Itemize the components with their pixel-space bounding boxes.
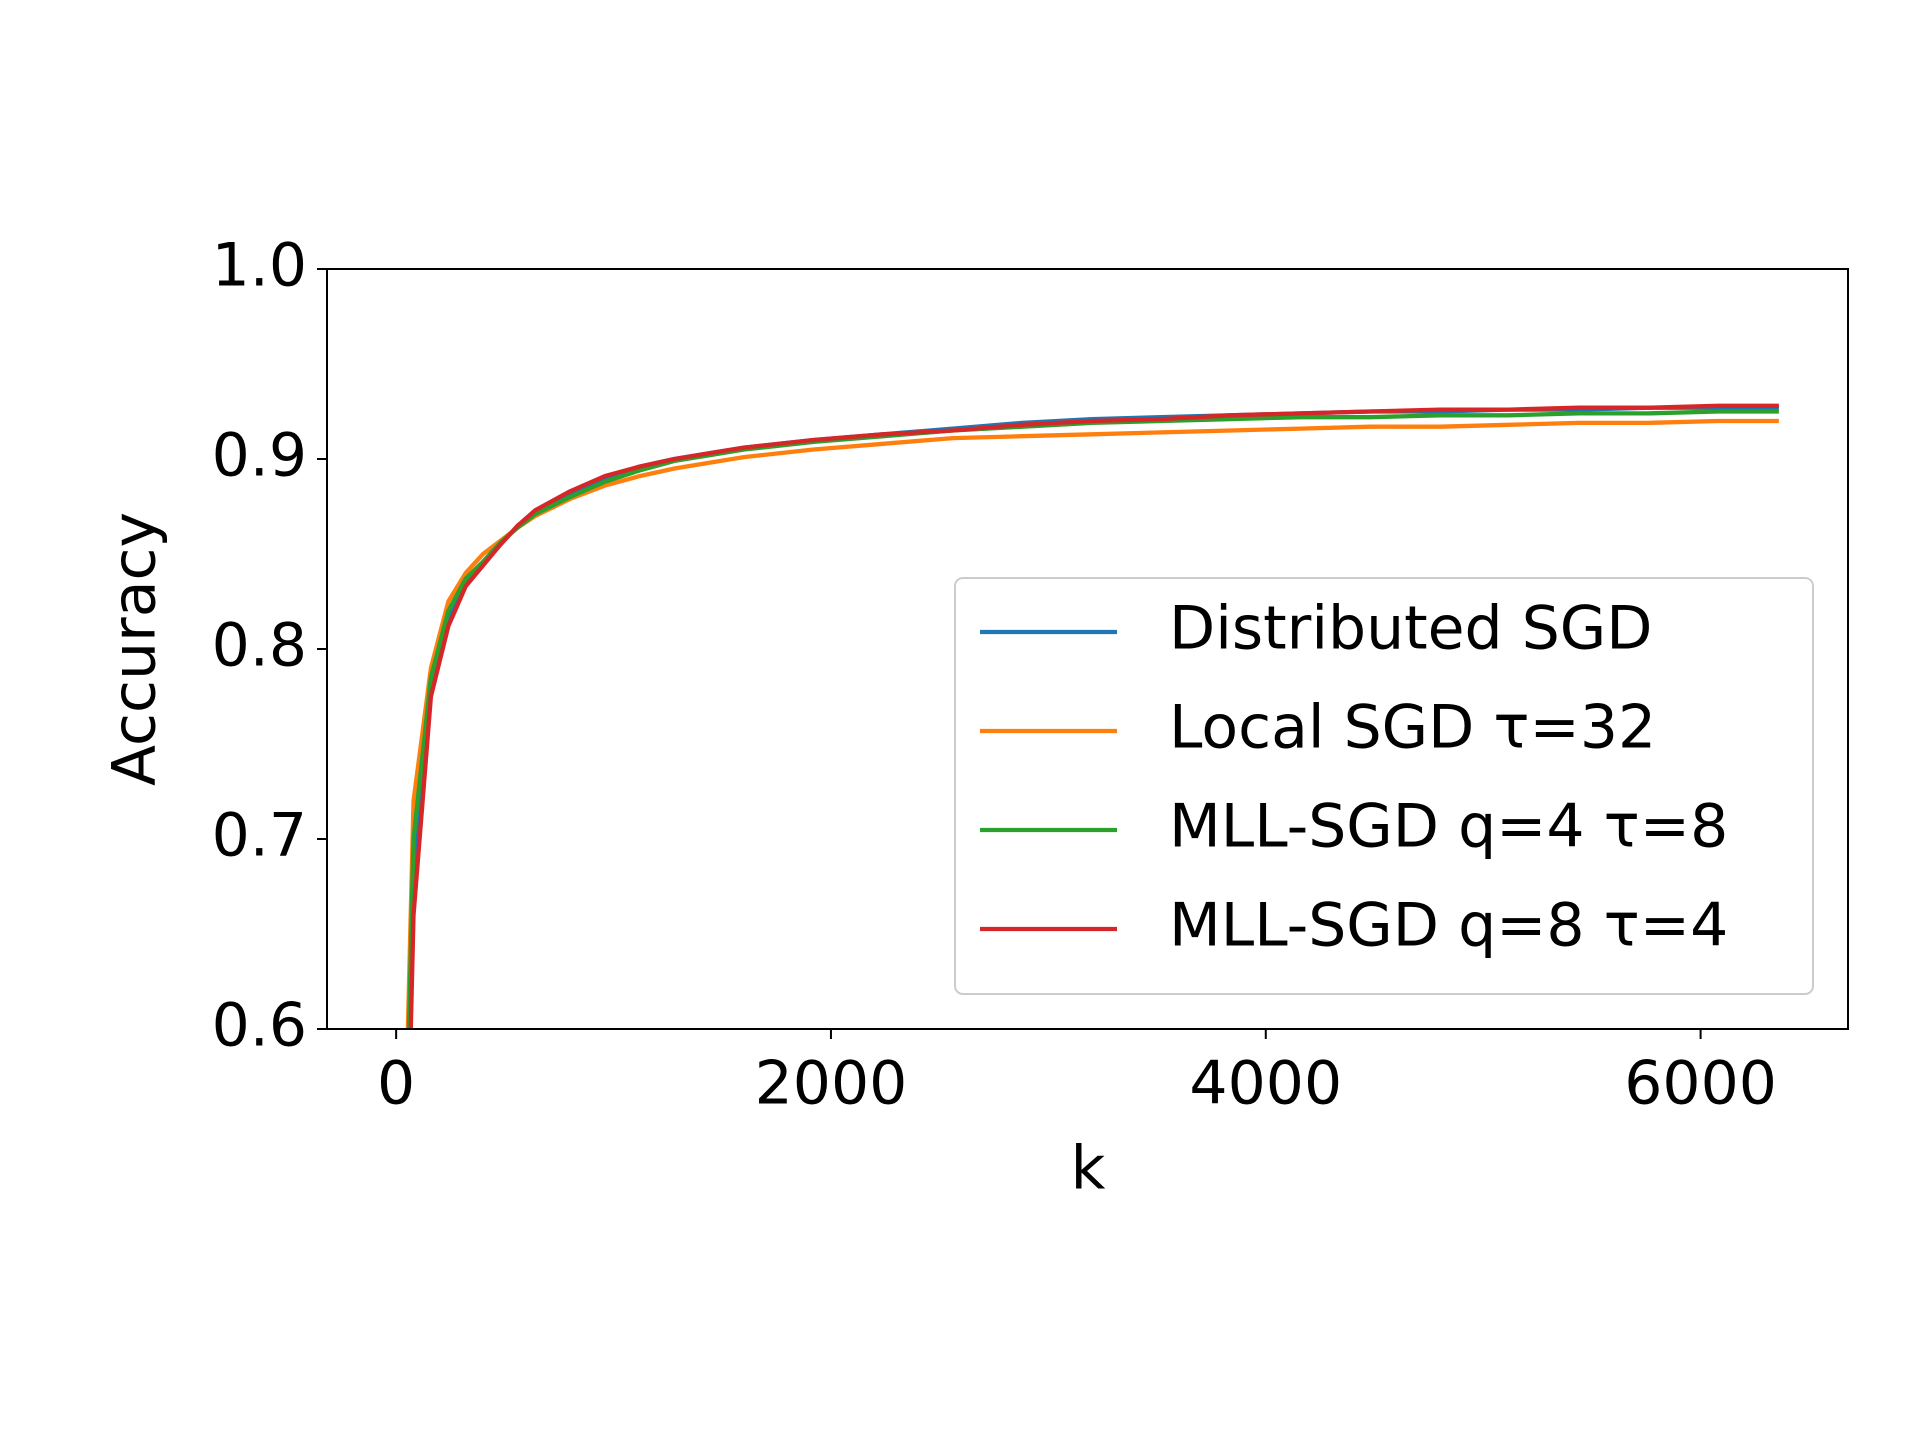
x-tick-label: 2000 <box>755 1049 908 1119</box>
y-tick-label: 0.8 <box>212 611 307 681</box>
x-tick-label: 4000 <box>1189 1049 1342 1119</box>
plot-area <box>405 403 1779 1029</box>
x-tick-label: 0 <box>377 1049 415 1119</box>
legend-box <box>954 577 1814 995</box>
x-axis-label: k <box>1071 1134 1106 1204</box>
series-line <box>408 403 1779 1029</box>
legend-label: MLL-SGD q=4 τ=8 <box>1169 792 1728 862</box>
legend-label: MLL-SGD q=8 τ=4 <box>1169 891 1728 961</box>
y-tick-label: 0.7 <box>212 801 307 871</box>
x-tick-label: 6000 <box>1624 1049 1777 1119</box>
legend-label: Local SGD τ=32 <box>1169 693 1656 763</box>
legend-label: Distributed SGD <box>1169 594 1653 664</box>
y-tick-label: 0.6 <box>212 991 307 1061</box>
legend: Distributed SGD Local SGD τ=32 MLL-SGD q=4… <box>954 577 1814 995</box>
y-tick-label: 1.0 <box>212 231 307 301</box>
plot-frame <box>326 268 1849 1030</box>
series-line <box>405 418 1779 1029</box>
y-axis-label: Accuracy <box>100 512 170 786</box>
y-tick-label: 0.9 <box>212 421 307 491</box>
